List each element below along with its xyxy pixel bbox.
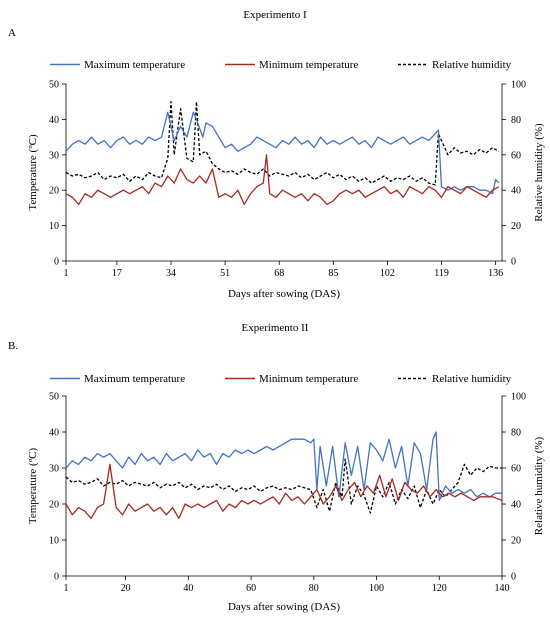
y2-axis-label: Relative humidity (%) [533, 436, 545, 535]
y-axis-label: Temperature (ºC) [27, 134, 39, 211]
x-tick-label: 119 [434, 268, 449, 279]
y-tick-label: 50 [49, 80, 59, 91]
legend-label: Maximum temperature [84, 59, 185, 71]
y-tick-label: 0 [54, 257, 59, 268]
x-tick-label: 136 [488, 268, 503, 279]
x-tick-label: 120 [432, 583, 447, 594]
legend-item: Maximum temperature [50, 373, 185, 385]
x-tick-label: 17 [112, 268, 122, 279]
x-tick-label: 68 [274, 268, 284, 279]
x-tick-label: 140 [495, 583, 510, 594]
y-tick-label: 50 [49, 392, 59, 403]
x-tick-label: 51 [220, 268, 230, 279]
series-line-relative-humidity [65, 458, 502, 514]
series-line-minimum-temperature [65, 154, 500, 206]
y2-tick-label: 40 [511, 186, 521, 197]
x-tick-label: 102 [380, 268, 395, 279]
y2-tick-label: 80 [511, 428, 521, 439]
y2-axis-label: Relative humidity (%) [533, 123, 545, 222]
legend-item: Minimum temperature [225, 59, 358, 71]
y-tick-label: 0 [54, 572, 59, 583]
legend-item: Relative humidity [398, 373, 512, 385]
x-tick-label: 60 [246, 583, 256, 594]
legend-label: Maximum temperature [84, 373, 185, 385]
series-line-relative-humidity [65, 101, 500, 186]
chart-panel-2: Experimento II B. 0 10 20 30 40 50 0 20 40 60 80 100 1… [8, 322, 545, 613]
x-tick-label: 80 [309, 583, 319, 594]
y2-tick-label: 80 [511, 115, 521, 126]
y2-tick-label: 100 [511, 392, 526, 403]
x-tick-label: 40 [183, 583, 193, 594]
x-tick-label: 100 [369, 583, 384, 594]
panel-label: A [8, 27, 16, 39]
chart-title: Experimento I [243, 9, 307, 21]
panel-label: B. [8, 340, 18, 352]
legend-item: Minimum temperature [225, 373, 358, 385]
x-tick-label: 1 [64, 268, 69, 279]
x-tick-label: 20 [121, 583, 131, 594]
x-tick-label: 85 [328, 268, 338, 279]
series-line-maximum-temperature [65, 111, 500, 195]
series-line-maximum-temperature [65, 431, 502, 502]
y-tick-label: 10 [49, 536, 59, 547]
y2-tick-label: 60 [511, 150, 521, 161]
legend-label: Relative humidity [432, 373, 512, 385]
y-tick-label: 20 [49, 500, 59, 511]
series-line-minimum-temperature [65, 463, 503, 520]
y2-tick-label: 60 [511, 464, 521, 475]
chart-panel-1: Experimento I A 0 10 20 30 40 50 0 20 40 60 80 100 1 17… [8, 9, 545, 300]
y-tick-label: 10 [49, 221, 59, 232]
x-tick-label: 34 [166, 268, 176, 279]
legend-item: Maximum temperature [50, 59, 185, 71]
x-axis-label: Days after sowing (DAS) [228, 288, 340, 300]
y2-tick-label: 20 [511, 221, 521, 232]
y-tick-label: 20 [49, 186, 59, 197]
legend-label: Minimum temperature [259, 59, 358, 71]
legend-label: Minimum temperature [259, 373, 358, 385]
y2-tick-label: 100 [511, 80, 526, 91]
legend-label: Relative humidity [432, 59, 512, 71]
chart-title: Experimento II [242, 322, 309, 334]
y-tick-label: 40 [49, 428, 59, 439]
y2-tick-label: 20 [511, 536, 521, 547]
y-tick-label: 40 [49, 115, 59, 126]
y-tick-label: 30 [49, 150, 59, 161]
y2-tick-label: 40 [511, 500, 521, 511]
x-tick-label: 1 [64, 583, 69, 594]
y2-tick-label: 0 [511, 257, 516, 268]
y-tick-label: 30 [49, 464, 59, 475]
y-axis-label: Temperature (ºC) [27, 448, 39, 525]
x-axis-label: Days after sowing (DAS) [228, 601, 340, 613]
y2-tick-label: 0 [511, 572, 516, 583]
legend-item: Relative humidity [398, 59, 512, 71]
